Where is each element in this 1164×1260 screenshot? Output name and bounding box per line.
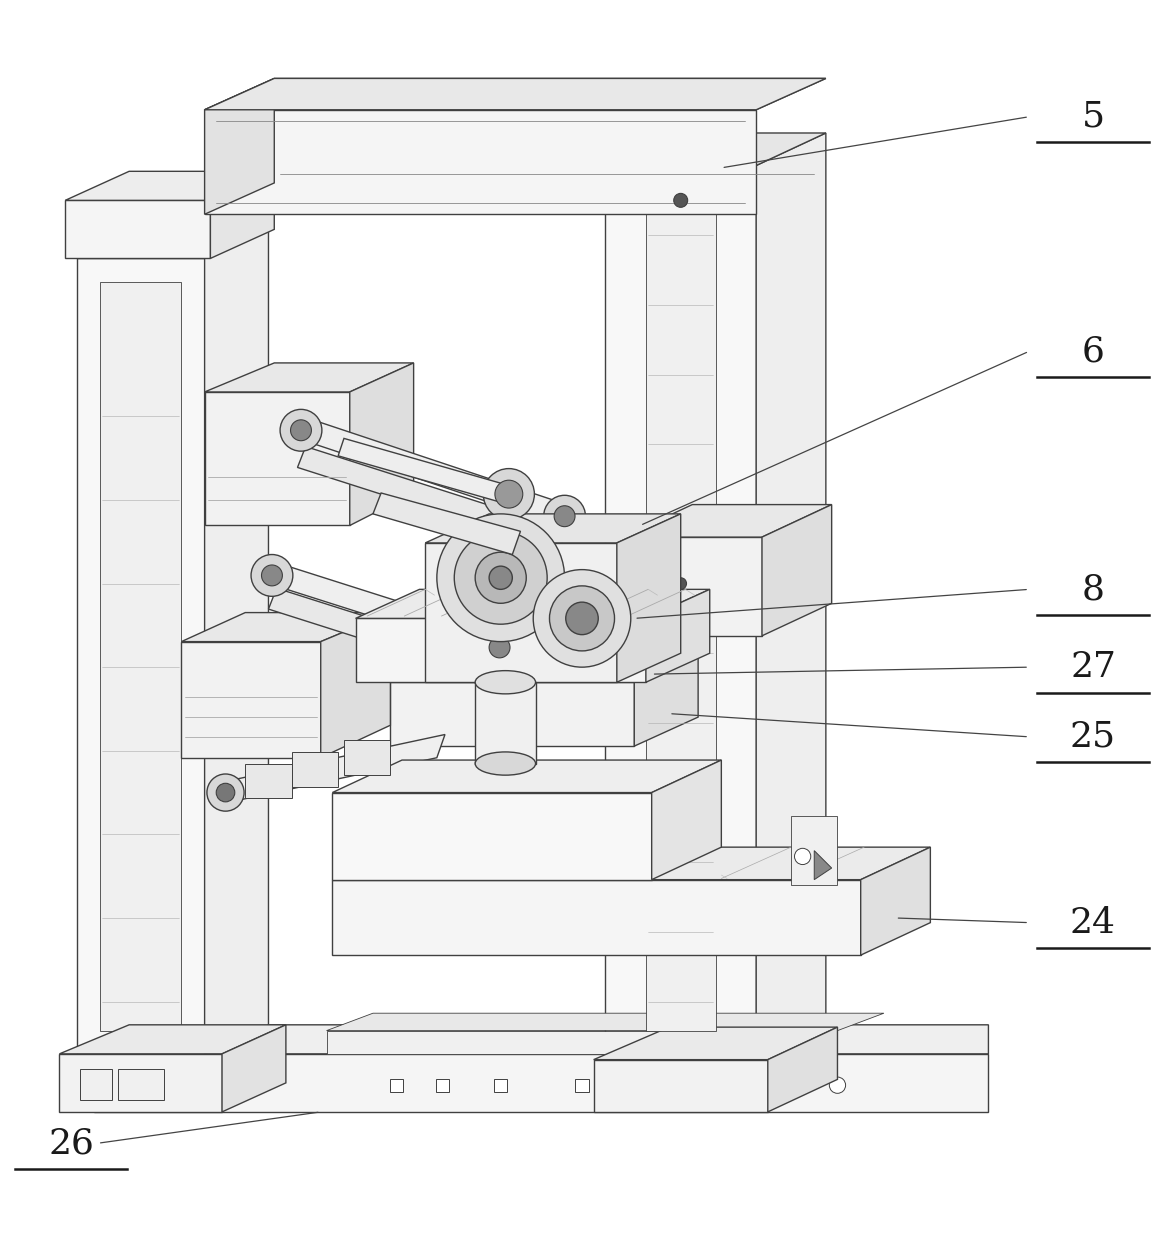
Polygon shape [94,1053,988,1111]
Polygon shape [339,438,506,503]
Polygon shape [634,653,698,746]
Circle shape [495,480,523,508]
Text: 5: 5 [1081,100,1105,134]
Polygon shape [269,588,503,682]
Polygon shape [372,493,520,554]
Text: 27: 27 [1070,650,1116,684]
Circle shape [533,570,631,667]
Circle shape [566,602,598,635]
Text: 8: 8 [1081,572,1105,606]
Circle shape [281,410,322,451]
Circle shape [489,638,510,658]
Polygon shape [59,1024,286,1053]
Polygon shape [246,764,292,799]
Polygon shape [594,1027,837,1060]
Polygon shape [118,1068,164,1100]
Polygon shape [762,504,831,636]
Polygon shape [333,847,930,879]
Polygon shape [211,171,275,258]
Polygon shape [292,752,339,786]
Polygon shape [205,392,349,525]
Polygon shape [815,850,831,879]
Polygon shape [617,514,681,682]
Polygon shape [205,229,269,1053]
Polygon shape [65,171,275,200]
Polygon shape [768,1027,837,1111]
Polygon shape [100,282,182,1031]
Polygon shape [321,612,390,757]
Circle shape [544,495,585,537]
Circle shape [436,514,565,641]
Polygon shape [652,760,722,879]
Polygon shape [355,590,710,619]
Polygon shape [94,1024,164,1111]
Polygon shape [425,543,617,682]
Polygon shape [594,1060,768,1111]
Circle shape [262,564,283,586]
Ellipse shape [475,670,535,694]
Text: 25: 25 [1070,719,1116,753]
Circle shape [829,1077,845,1094]
Circle shape [489,566,512,590]
Circle shape [478,626,520,668]
Circle shape [655,1077,672,1094]
Polygon shape [333,879,860,955]
Polygon shape [623,504,831,537]
Polygon shape [605,165,757,1060]
Polygon shape [792,815,837,886]
Polygon shape [327,1013,883,1031]
Circle shape [217,784,235,801]
Circle shape [554,505,575,527]
Polygon shape [355,619,646,682]
Polygon shape [298,446,567,551]
Polygon shape [77,229,269,258]
Polygon shape [205,110,757,214]
Polygon shape [298,417,567,525]
Polygon shape [757,134,825,1060]
Polygon shape [205,78,825,110]
Polygon shape [59,1053,222,1111]
Circle shape [795,848,811,864]
Polygon shape [220,735,445,804]
Circle shape [454,532,547,624]
Polygon shape [80,1068,112,1100]
Circle shape [207,774,244,811]
Polygon shape [205,78,825,110]
Circle shape [251,554,293,596]
Polygon shape [327,1031,837,1053]
Polygon shape [182,641,321,757]
Polygon shape [475,682,535,764]
Polygon shape [65,200,211,258]
Circle shape [475,552,526,604]
Polygon shape [222,1024,286,1111]
Text: 24: 24 [1070,906,1116,940]
Polygon shape [333,760,722,793]
Polygon shape [343,741,390,775]
Polygon shape [425,514,681,543]
Polygon shape [205,363,413,392]
Polygon shape [390,682,634,746]
Polygon shape [94,1024,988,1053]
Polygon shape [390,653,698,682]
Ellipse shape [475,752,535,775]
Polygon shape [646,171,716,1031]
Polygon shape [182,612,390,641]
Polygon shape [333,793,652,879]
Circle shape [549,586,615,651]
Polygon shape [349,363,413,525]
Polygon shape [623,537,762,636]
Polygon shape [205,78,275,214]
Circle shape [291,420,312,441]
Circle shape [675,578,687,590]
Circle shape [674,193,688,208]
Polygon shape [269,563,503,655]
Polygon shape [860,847,930,955]
Polygon shape [605,134,825,165]
Text: 26: 26 [48,1126,94,1160]
Circle shape [483,469,534,519]
Polygon shape [646,590,710,682]
Polygon shape [77,258,205,1053]
Text: 6: 6 [1081,334,1105,368]
